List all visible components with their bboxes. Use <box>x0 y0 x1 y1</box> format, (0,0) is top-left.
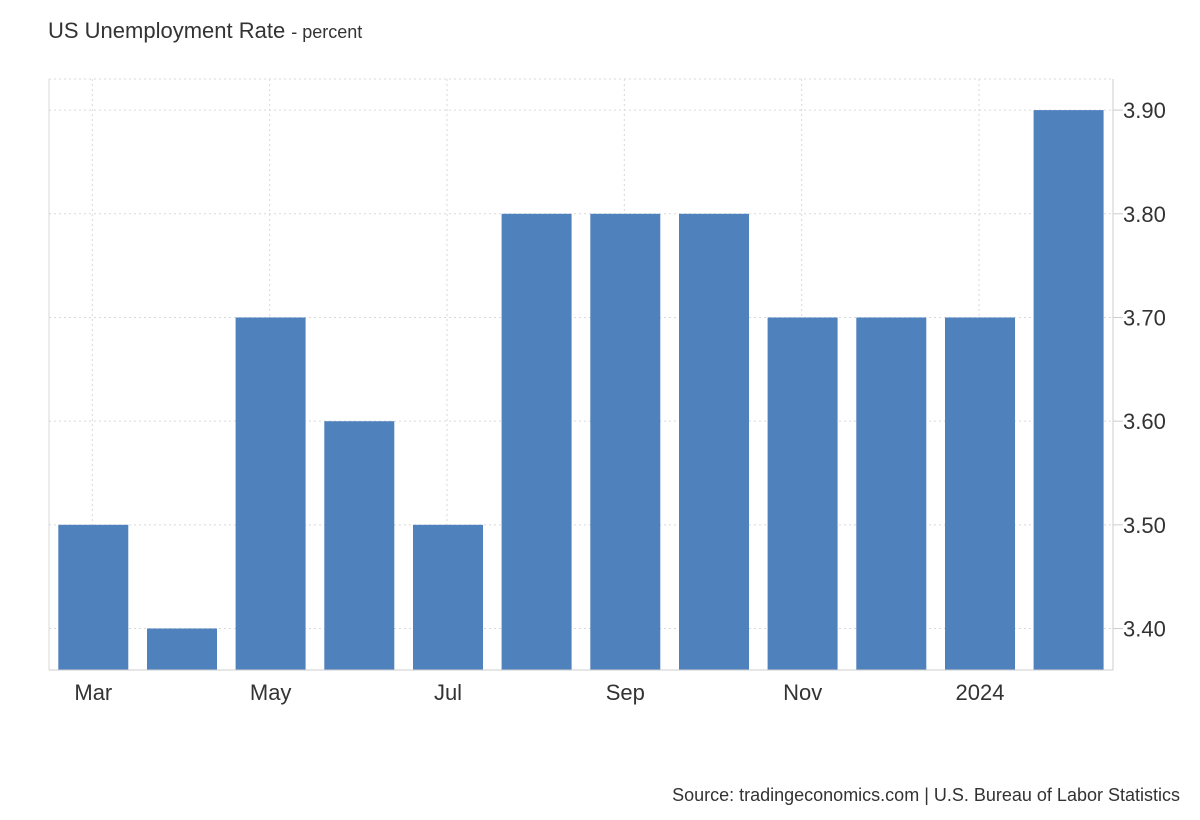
bar-layer <box>58 110 1104 671</box>
y-tick-label: 3.60 <box>1123 409 1166 434</box>
chart-source: Source: tradingeconomics.com | U.S. Bure… <box>672 785 1180 805</box>
bar-2024[interactable] <box>945 317 1015 671</box>
chart-title: US Unemployment Rate <box>48 18 286 43</box>
bar-nov[interactable] <box>767 317 838 671</box>
bar-dec[interactable] <box>856 317 927 671</box>
bar-jul[interactable] <box>413 524 483 670</box>
bar-aug[interactable] <box>501 213 572 671</box>
x-tick-label: Nov <box>783 680 822 705</box>
bar-may[interactable] <box>235 317 306 671</box>
bar-apr[interactable] <box>147 628 217 671</box>
y-tick-label: 3.40 <box>1123 617 1166 642</box>
y-tick-label: 3.90 <box>1123 98 1166 123</box>
bar-oct[interactable] <box>679 213 749 671</box>
x-tick-label: Jul <box>434 680 462 705</box>
bar-sep[interactable] <box>590 213 661 671</box>
bar-mar[interactable] <box>58 524 129 670</box>
chart-unit-label: - percent <box>291 22 363 42</box>
x-tick-label: May <box>250 680 292 705</box>
chart-title-block: US Unemployment Rate - percent <box>48 18 362 44</box>
y-tick-label: 3.70 <box>1123 305 1166 330</box>
label-layer: 3.40 3.50 3.60 3.70 3.80 3.90 Mar May Jul Sep Nov 2… <box>74 98 1165 705</box>
bar-jun[interactable] <box>324 421 395 670</box>
bar-feb[interactable] <box>1033 110 1104 671</box>
x-tick-label: Mar <box>74 680 112 705</box>
axis-layer <box>49 79 1123 671</box>
x-tick-label: Sep <box>606 680 645 705</box>
y-tick-label: 3.50 <box>1123 513 1166 538</box>
x-tick-label: 2024 <box>956 680 1005 705</box>
y-tick-label: 3.80 <box>1123 202 1166 227</box>
